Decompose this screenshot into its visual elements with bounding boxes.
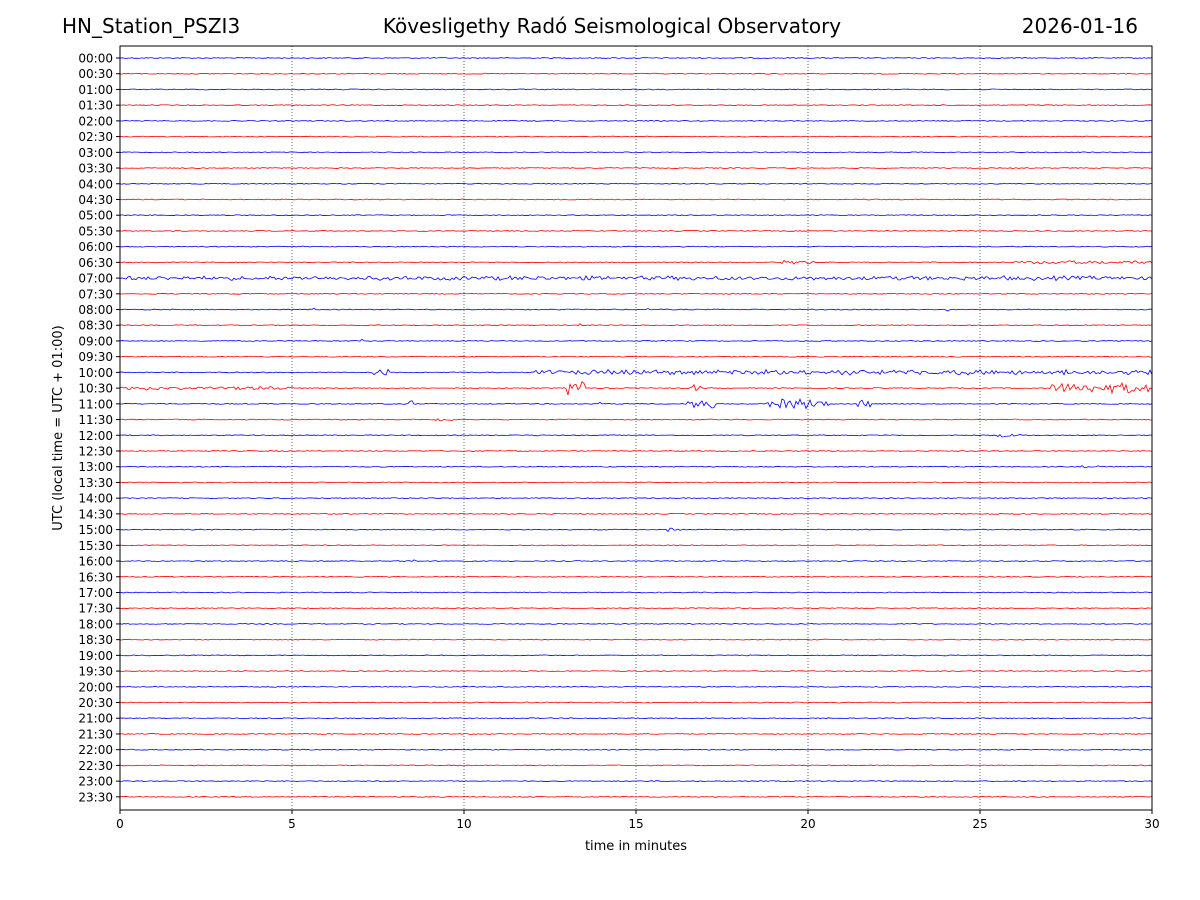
- y-tick-label: 04:00: [78, 177, 113, 191]
- trace-0600: [119, 245, 1153, 248]
- grid-lines: [291, 46, 981, 810]
- y-tick-label: 10:30: [78, 382, 113, 396]
- trace-1630: [119, 575, 1153, 578]
- y-tick-label: 07:30: [78, 287, 113, 301]
- y-tick-label: 00:30: [78, 67, 113, 81]
- y-tick-label: 19:00: [78, 649, 113, 663]
- trace-1330: [119, 481, 1153, 484]
- trace-2200: [119, 748, 1153, 751]
- y-tick-label: 00:00: [78, 52, 113, 66]
- trace-0300: [119, 151, 1153, 154]
- y-tick-label: 18:00: [78, 617, 113, 631]
- y-tick-label: 13:00: [78, 460, 113, 474]
- y-tick-label: 16:30: [78, 570, 113, 584]
- chart-title: Kövesligethy Radó Seismological Observat…: [382, 14, 842, 38]
- y-tick-label: 06:30: [78, 256, 113, 270]
- x-tick-label: 5: [288, 817, 296, 831]
- trace-0100: [119, 88, 1153, 91]
- trace-1130: [119, 418, 1153, 422]
- y-axis-label: UTC (local time = UTC + 01:00): [51, 325, 66, 530]
- trace-1600: [119, 559, 1153, 562]
- x-axis: 0 5 10 15 20 25 30: [116, 810, 1160, 831]
- y-tick-label: 01:30: [78, 99, 113, 113]
- y-tick-label: 09:30: [78, 350, 113, 364]
- trace-1230: [119, 450, 1153, 452]
- x-tick-label: 10: [456, 817, 471, 831]
- y-tick-label: 03:00: [78, 146, 113, 160]
- trace-0700: [119, 275, 1153, 282]
- y-tick-label: 04:30: [78, 193, 113, 207]
- trace-1800: [119, 623, 1153, 625]
- x-tick-label: 15: [628, 817, 643, 831]
- trace-1400: [119, 497, 1153, 500]
- y-tick-label: 07:00: [78, 272, 113, 286]
- y-tick-label: 01:00: [78, 83, 113, 97]
- y-tick-label: 02:30: [78, 130, 113, 144]
- trace-1530: [119, 544, 1153, 547]
- y-tick-label: 21:00: [78, 712, 113, 726]
- trace-1200: [119, 433, 1153, 438]
- y-tick-label: 17:00: [78, 586, 113, 600]
- chart-date: 2026-01-16: [1021, 14, 1138, 38]
- y-tick-label: 14:00: [78, 492, 113, 506]
- y-tick-label: 15:30: [78, 539, 113, 553]
- y-tick-label: 22:30: [78, 759, 113, 773]
- x-tick-label: 30: [1144, 817, 1159, 831]
- trace-2000: [119, 685, 1153, 688]
- y-tick-label: 19:30: [78, 665, 113, 679]
- y-tick-label: 23:30: [78, 790, 113, 804]
- trace-2230: [119, 764, 1153, 767]
- y-tick-label: 15:00: [78, 523, 113, 537]
- trace-0330: [119, 167, 1153, 169]
- y-tick-label: 09:00: [78, 334, 113, 348]
- trace-0800: [119, 307, 1153, 312]
- y-tick-label: 12:30: [78, 445, 113, 459]
- y-tick-label: 08:30: [78, 319, 113, 333]
- y-tick-label: 13:30: [78, 476, 113, 490]
- y-tick-label: 20:00: [78, 680, 113, 694]
- y-tick-label: 06:00: [78, 240, 113, 254]
- x-tick-label: 0: [116, 817, 124, 831]
- trace-0730: [119, 292, 1153, 295]
- y-tick-label: 14:30: [78, 507, 113, 521]
- y-tick-label: 21:30: [78, 727, 113, 741]
- trace-0530: [119, 230, 1153, 232]
- x-tick-label: 20: [800, 817, 815, 831]
- y-tick-label: 03:30: [78, 162, 113, 176]
- station-name: HN_Station_PSZI3: [62, 14, 241, 38]
- y-tick-label: 22:00: [78, 743, 113, 757]
- y-tick-label: 23:00: [78, 775, 113, 789]
- y-tick-label: 16:00: [78, 555, 113, 569]
- y-tick-label: 11:00: [78, 397, 113, 411]
- trace-0930: [119, 355, 1153, 358]
- y-tick-label: 20:30: [78, 696, 113, 710]
- y-tick-label: 05:30: [78, 224, 113, 238]
- y-tick-label: 18:30: [78, 633, 113, 647]
- y-tick-label: 05:00: [78, 209, 113, 223]
- y-tick-label: 17:30: [78, 602, 113, 616]
- trace-1000: [119, 368, 1153, 376]
- trace-0130: [119, 104, 1153, 107]
- trace-2030: [119, 701, 1153, 704]
- x-tick-label: 25: [972, 817, 987, 831]
- y-tick-label: 12:00: [78, 429, 113, 443]
- x-axis-label: time in minutes: [585, 839, 687, 854]
- trace-1830: [119, 638, 1153, 641]
- y-tick-label: 11:30: [78, 413, 113, 427]
- y-tick-label: 08:00: [78, 303, 113, 317]
- y-tick-label: 10:00: [78, 366, 113, 380]
- y-tick-label: 02:00: [78, 114, 113, 128]
